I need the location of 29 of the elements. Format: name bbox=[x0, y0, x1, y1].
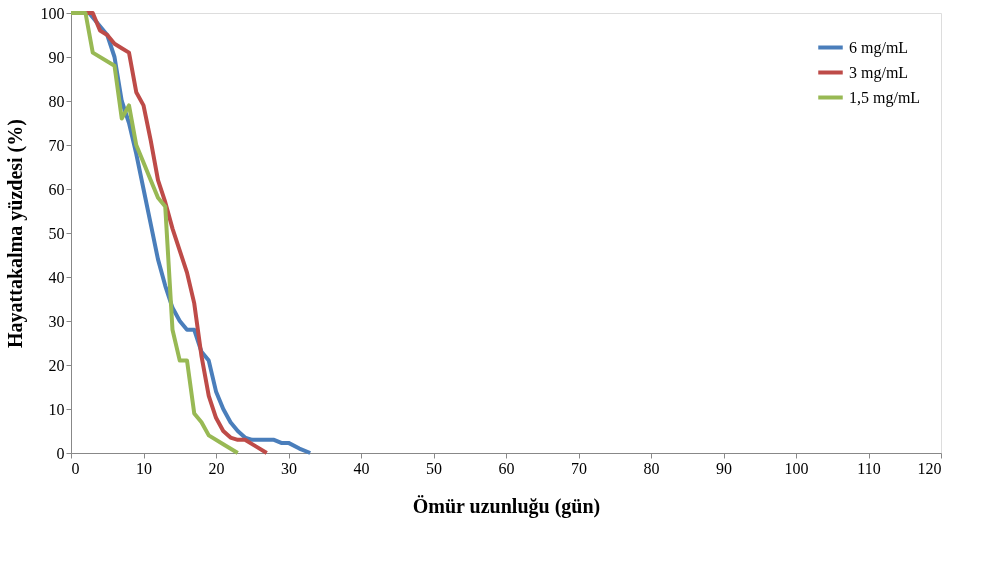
x-tick-label: 120 bbox=[917, 459, 942, 477]
x-tick-label: 0 bbox=[71, 459, 80, 477]
y-tick-label: 60 bbox=[48, 180, 65, 198]
y-tick-label: 40 bbox=[48, 268, 65, 286]
x-tick-label: 10 bbox=[136, 459, 152, 477]
x-tick-label: 40 bbox=[353, 459, 370, 477]
y-tick-label: 0 bbox=[56, 444, 65, 462]
y-tick-label: 50 bbox=[48, 224, 65, 242]
x-tick-label: 60 bbox=[498, 459, 515, 477]
x-tick-label: 70 bbox=[571, 459, 587, 477]
x-tick-label: 20 bbox=[208, 459, 225, 477]
x-tick-label: 80 bbox=[643, 459, 660, 477]
x-tick-label: 110 bbox=[857, 459, 881, 477]
y-tick-label: 30 bbox=[48, 312, 65, 330]
y-tick-label: 100 bbox=[40, 4, 65, 22]
x-tick-label: 50 bbox=[426, 459, 442, 477]
y-tick-label: 70 bbox=[48, 136, 65, 154]
x-tick-label: 90 bbox=[716, 459, 732, 477]
x-axis-title: Ömür uzunluğu (gün) bbox=[412, 494, 601, 518]
x-tick-label: 30 bbox=[281, 459, 297, 477]
y-tick-label: 10 bbox=[48, 400, 65, 418]
y-tick-label: 20 bbox=[48, 356, 65, 374]
legend-label: 3 mg/mL bbox=[849, 63, 909, 82]
legend-label: 1,5 mg/mL bbox=[849, 88, 921, 107]
y-tick-label: 90 bbox=[48, 48, 65, 66]
y-tick-label: 80 bbox=[48, 92, 65, 110]
legend-label: 6 mg/mL bbox=[849, 38, 909, 57]
x-tick-label: 100 bbox=[784, 459, 809, 477]
y-axis-title: Hayattakalma yüzdesi (%) bbox=[3, 119, 27, 348]
